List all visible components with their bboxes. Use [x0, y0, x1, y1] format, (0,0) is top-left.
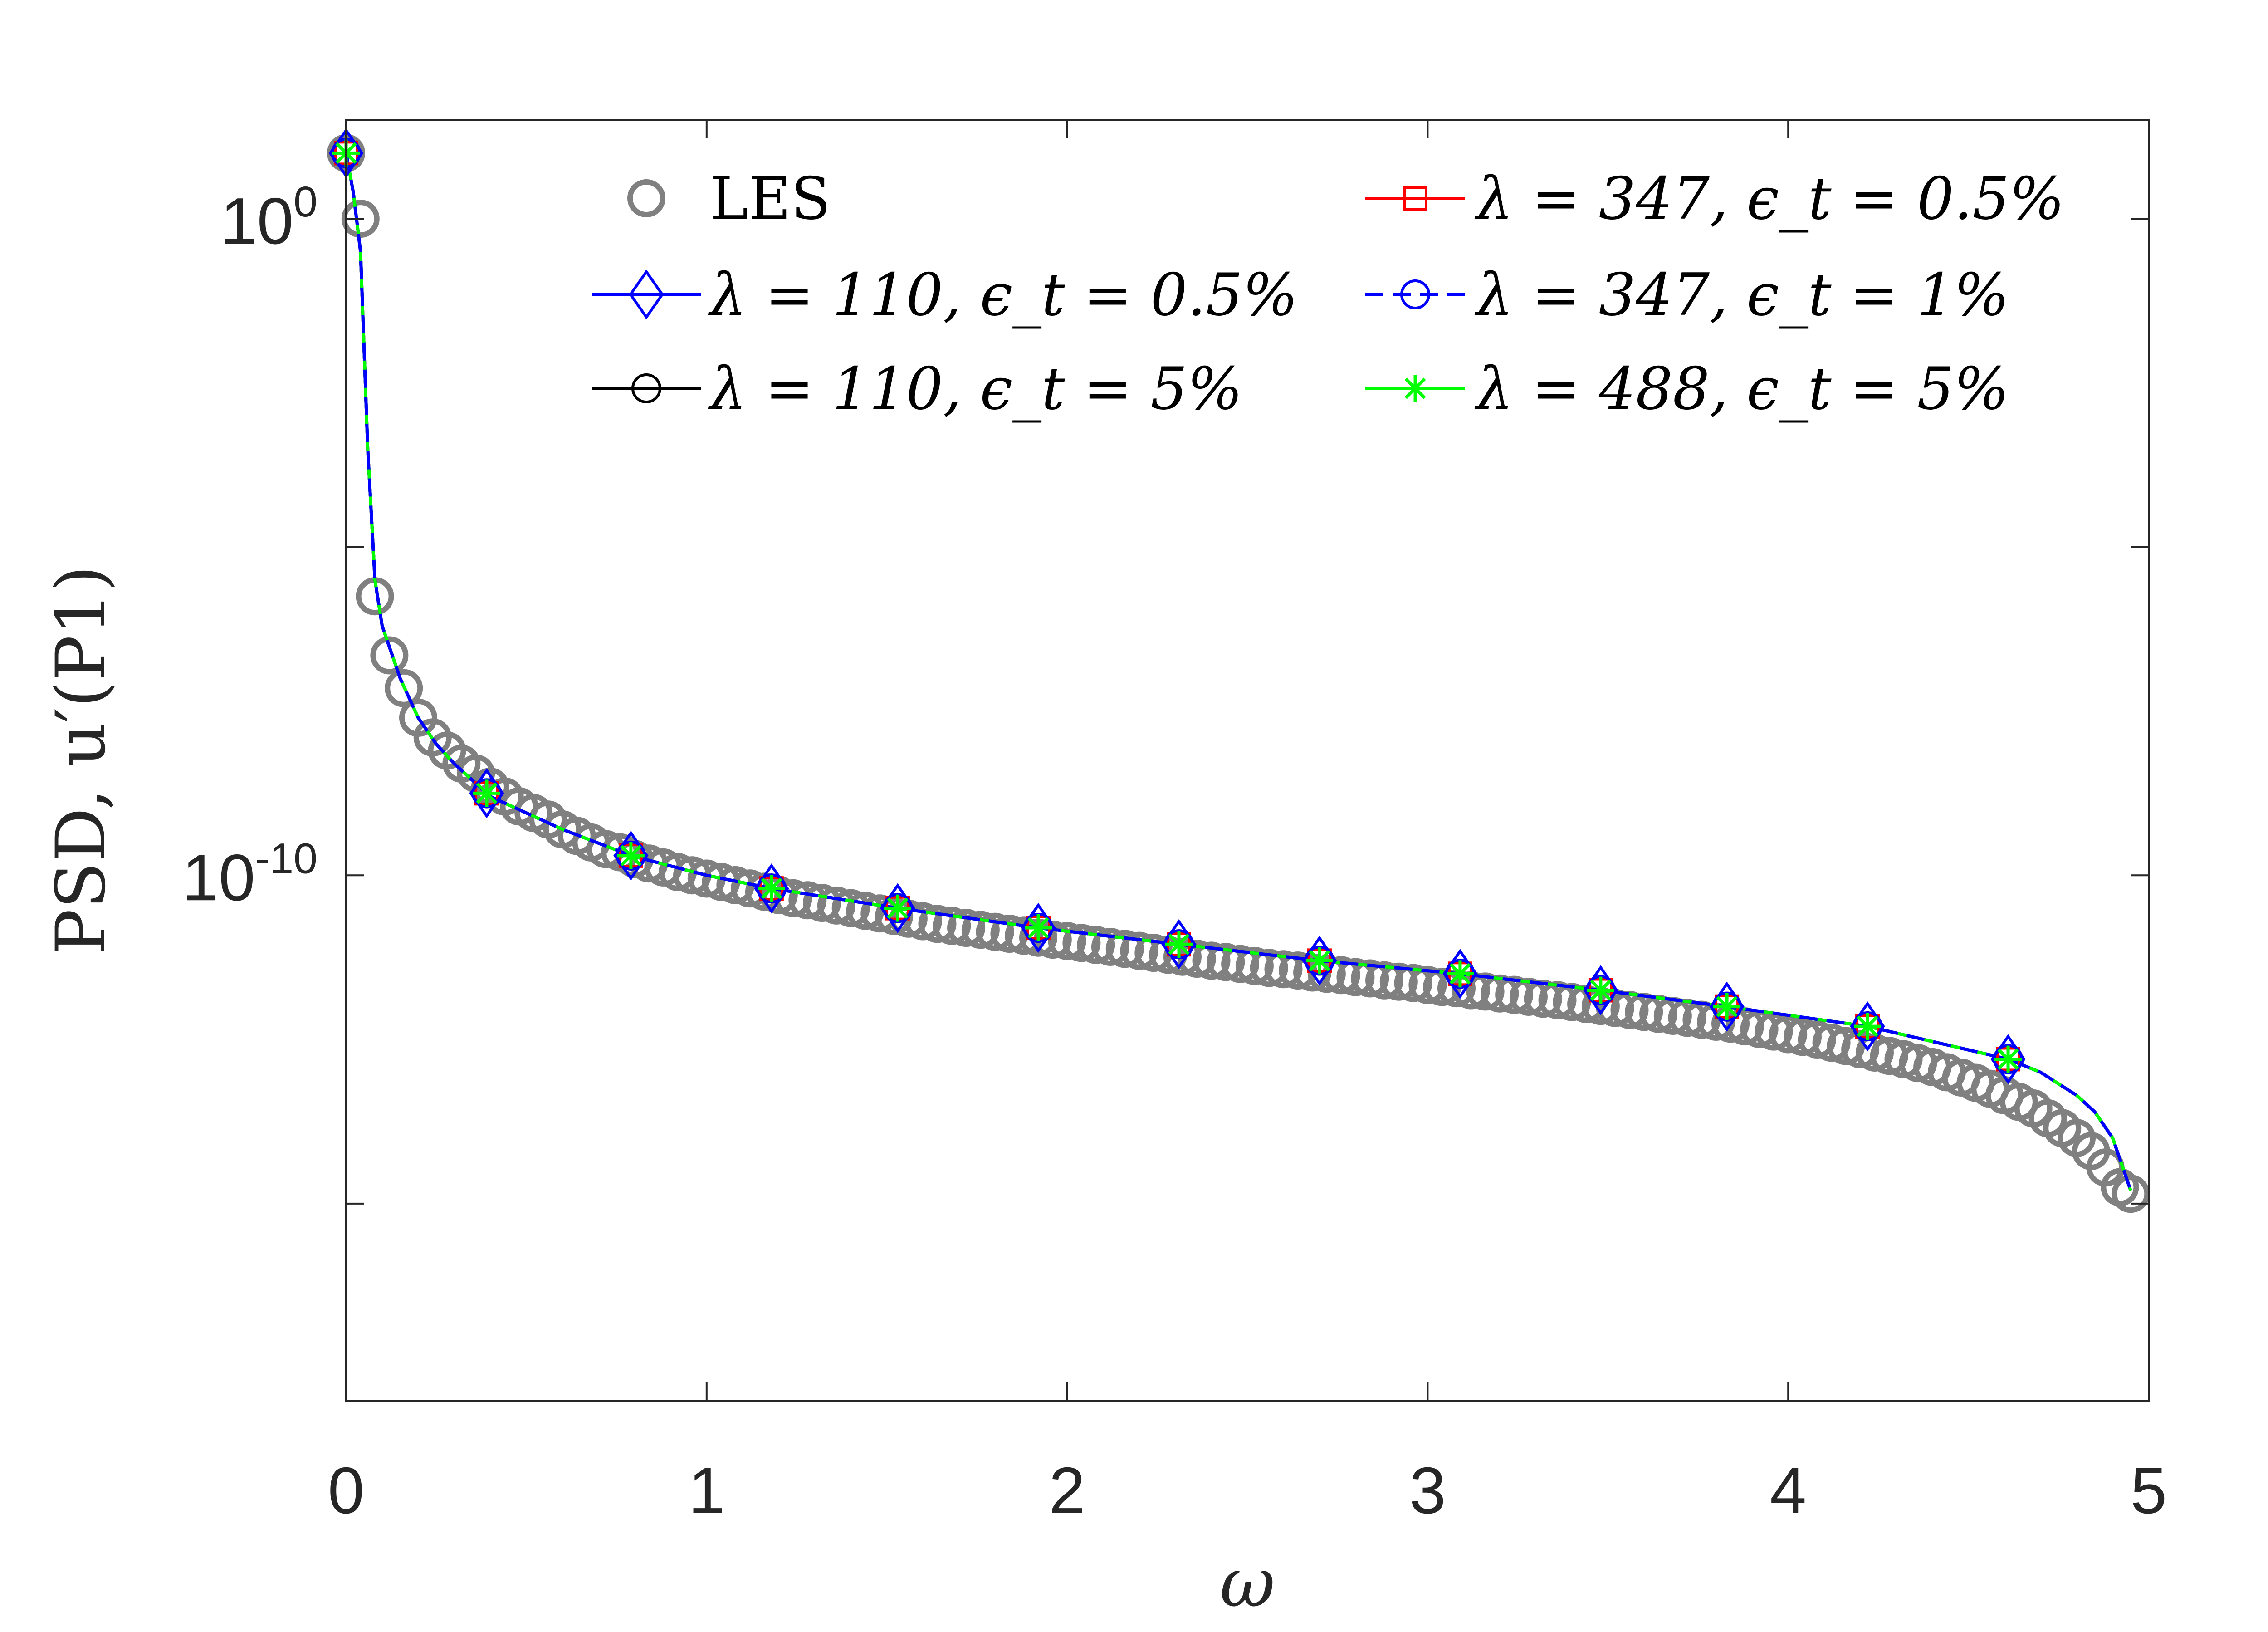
- legend-marker-s488: [1402, 375, 1429, 402]
- y-axis-ticks: 100 10-10: [182, 178, 2149, 1205]
- y-tick-label: 100: [220, 178, 318, 258]
- plot-area-frame: [345, 119, 2150, 1402]
- les-point: [1351, 959, 1389, 998]
- x-axis-ticks: 0 1 2 3 4 5: [328, 120, 2167, 1527]
- les-point: [1120, 931, 1158, 970]
- legend-label-s347a: λ = 347, ϵ_t = 0.5%: [1474, 165, 2064, 233]
- les-point: [1365, 961, 1404, 1000]
- les-point: [1307, 955, 1346, 993]
- les-point: [1062, 924, 1101, 962]
- series-marker-s488: [1305, 947, 1333, 975]
- legend-entry-s347a: λ = 347, ϵ_t = 0.5%: [1365, 165, 2064, 233]
- series-marker-s488: [758, 875, 785, 902]
- les-point: [831, 889, 870, 927]
- les-point: [860, 894, 899, 933]
- series-marker-s488: [1587, 976, 1614, 1004]
- x-axis-label: ω: [1220, 1544, 1275, 1622]
- legend-marker-les: [627, 179, 665, 217]
- les-point: [788, 881, 827, 920]
- les-point: [933, 907, 971, 945]
- les-point: [370, 636, 409, 675]
- les-point: [803, 884, 841, 922]
- series-marker-s488: [884, 894, 912, 922]
- legend-label-s110b: λ = 110, ϵ_t = 5%: [708, 355, 1242, 423]
- les-point: [1235, 946, 1274, 985]
- les-point: [1379, 962, 1418, 1001]
- les-point: [385, 669, 423, 707]
- series-marker-s488: [1994, 1045, 2022, 1073]
- y-axis-label: PSD, u′(P1): [42, 565, 121, 955]
- legend-marker-s110a: [629, 269, 664, 320]
- les-point: [1755, 1012, 1793, 1051]
- les-point: [817, 886, 855, 925]
- les-point: [1264, 950, 1303, 989]
- series-marker-s488: [1165, 931, 1193, 958]
- legend-marker-s347a: [1403, 186, 1427, 211]
- les-point: [1105, 930, 1144, 968]
- les-point: [1192, 941, 1231, 980]
- les-point: [918, 905, 957, 943]
- les-point: [341, 200, 380, 238]
- series-marker-s488: [1854, 1013, 1882, 1040]
- legend: LES λ = 110, ϵ_t = 0.5% λ = 110, ϵ_t = 5…: [592, 165, 2064, 423]
- les-point: [1336, 958, 1375, 996]
- series-marker-s488: [1025, 914, 1052, 942]
- legend-marker-s347b: [1400, 279, 1430, 309]
- les-point: [976, 912, 1014, 951]
- y-tick-label: 10-10: [182, 834, 318, 914]
- les-point: [1408, 965, 1447, 1004]
- series-marker-s488: [473, 779, 500, 807]
- les-point: [961, 911, 1000, 949]
- les-point: [1048, 921, 1086, 960]
- series-marker-s488: [1713, 993, 1741, 1020]
- x-tick-label: 1: [688, 1454, 725, 1527]
- x-tick-label: 3: [1409, 1454, 1446, 1527]
- les-point: [1769, 1015, 1808, 1054]
- les-point: [1207, 943, 1245, 981]
- legend-label-s347b: λ = 347, ϵ_t = 1%: [1474, 261, 2009, 329]
- x-tick-label: 4: [1770, 1454, 1807, 1527]
- x-tick-label: 0: [328, 1454, 365, 1527]
- legend-label-les: LES: [710, 165, 831, 233]
- les-point: [1394, 964, 1432, 1002]
- les-point: [846, 892, 885, 930]
- les-point: [1005, 916, 1043, 955]
- legend-entry-s488: λ = 488, ϵ_t = 5%: [1365, 355, 2009, 423]
- les-point: [1250, 949, 1288, 987]
- les-point: [904, 902, 942, 941]
- x-tick-label: 2: [1049, 1454, 1085, 1527]
- series-marker-s488: [1446, 960, 1474, 988]
- les-point: [1221, 945, 1260, 983]
- les-point: [1091, 927, 1129, 966]
- x-tick-label: 5: [2131, 1454, 2167, 1527]
- legend-entry-s347b: λ = 347, ϵ_t = 1%: [1365, 261, 2009, 329]
- les-point: [1077, 926, 1115, 964]
- legend-entry-s110a: λ = 110, ϵ_t = 0.5%: [592, 261, 1298, 329]
- legend-entry-les: LES: [627, 165, 831, 233]
- series-marker-s488: [617, 842, 645, 869]
- legend-label-s488: λ = 488, ϵ_t = 5%: [1474, 355, 2009, 423]
- legend-entry-s110b: λ = 110, ϵ_t = 5%: [592, 355, 1242, 423]
- les-point: [2112, 1175, 2150, 1213]
- legend-label-s110a: λ = 110, ϵ_t = 0.5%: [708, 261, 1298, 329]
- les-point: [1495, 975, 1534, 1014]
- legend-marker-s110b: [631, 373, 661, 403]
- les-point: [947, 909, 986, 947]
